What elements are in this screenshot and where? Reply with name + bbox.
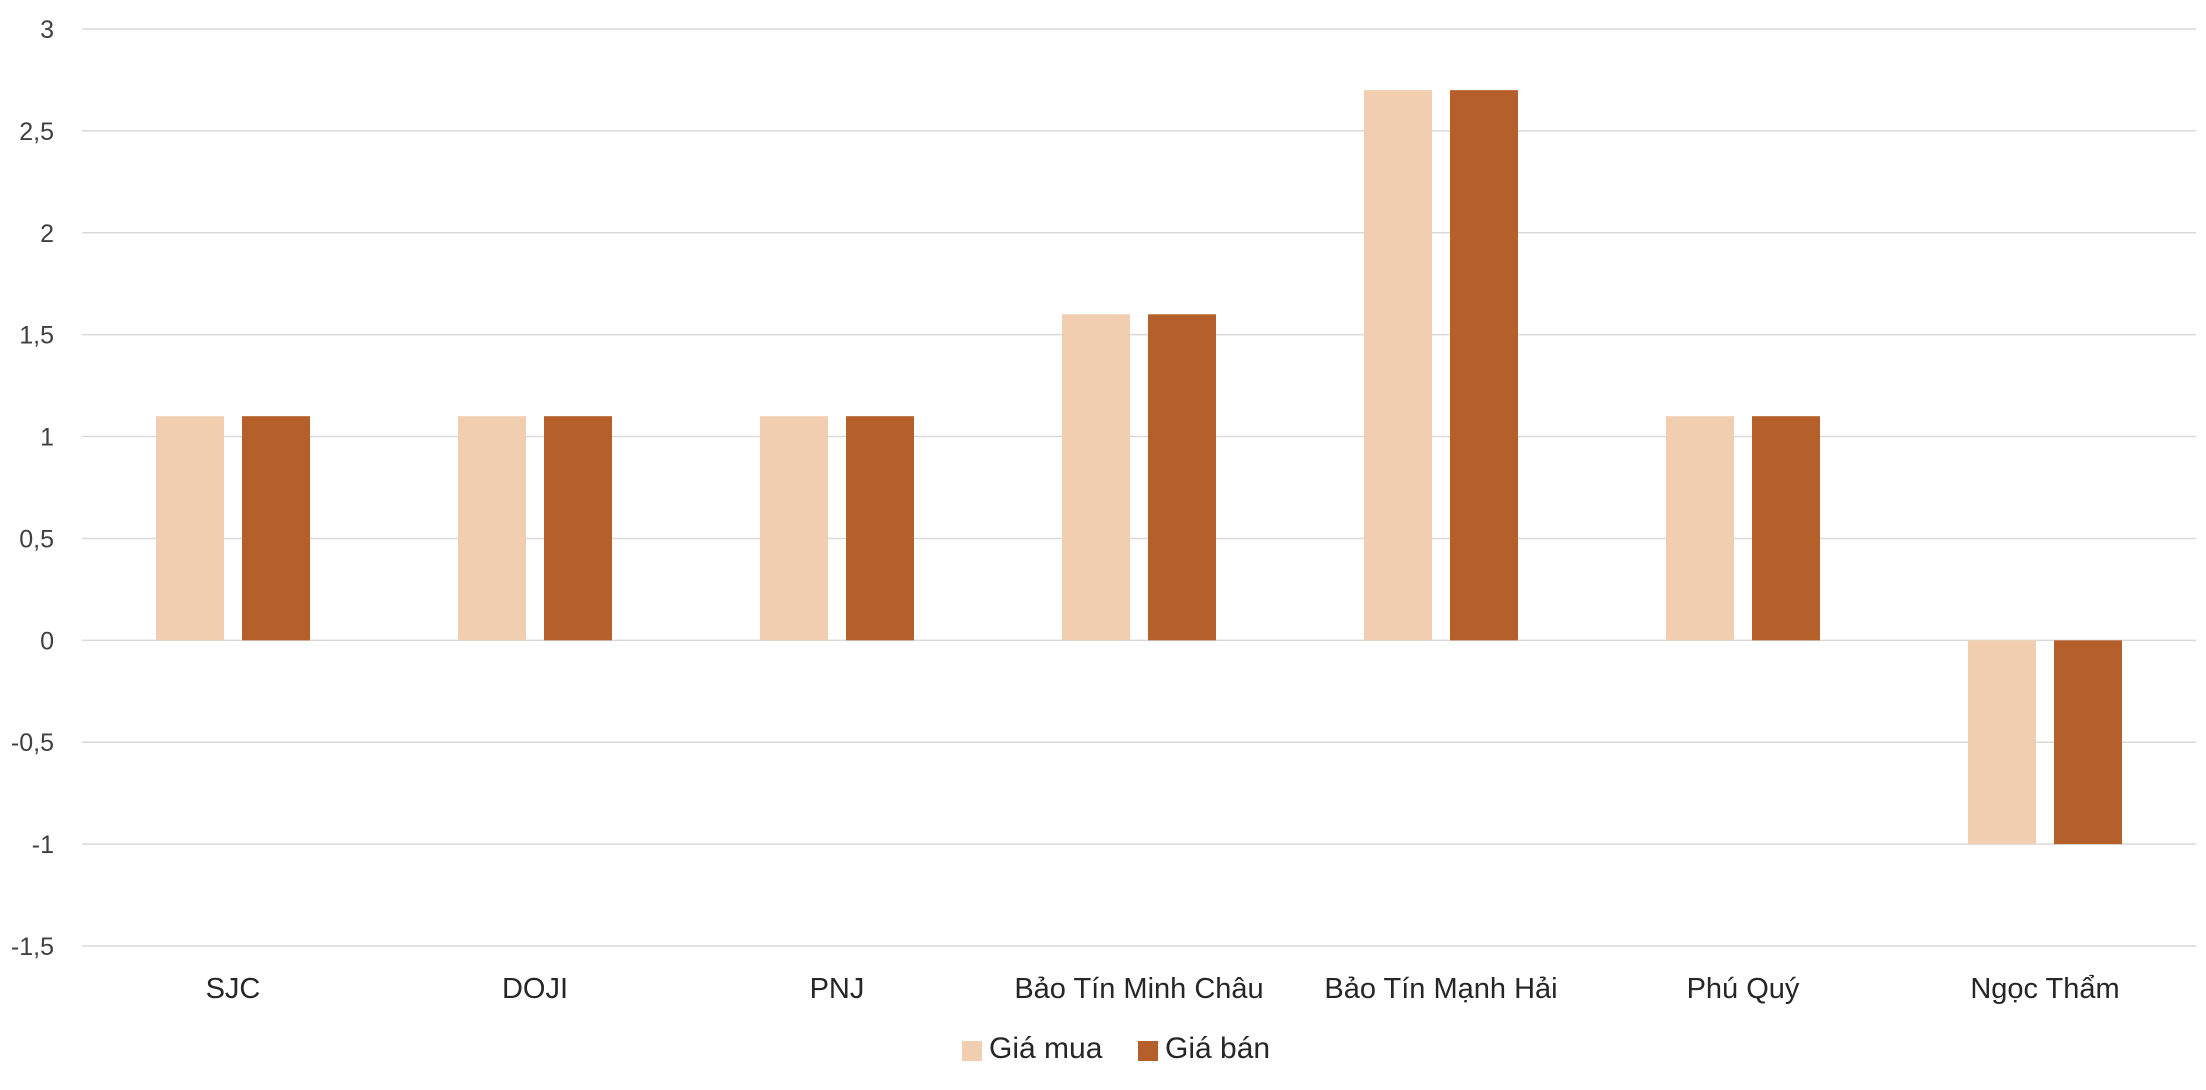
bar-gia-mua-5: [1666, 416, 1734, 641]
legend-swatch-gia-ban: [1138, 1041, 1158, 1061]
legend-label-gia-ban: Giá bán: [1165, 1032, 1270, 1065]
y-tick-label: -0,5: [11, 729, 54, 757]
y-tick-label: 3: [40, 16, 54, 44]
gridlines: [82, 28, 2196, 947]
bar-gia-ban-1: [544, 416, 612, 641]
y-tick-label: 1: [40, 424, 54, 452]
y-tick-label: 2: [40, 220, 54, 248]
x-category-label: Bảo Tín Minh Châu: [1014, 973, 1263, 1005]
x-category-label: PNJ: [810, 973, 865, 1005]
x-axis-category-labels: SJC DOJI PNJ Bảo Tín Minh Châu Bảo Tín Mạnh …: [206, 973, 2120, 1005]
y-tick-label: 0: [40, 627, 54, 655]
y-tick-label: 1,5: [19, 322, 54, 350]
bar-gia-ban-5: [1752, 416, 1820, 641]
bar-gia-mua-6: [1968, 640, 2036, 845]
y-tick-label: 0,5: [19, 525, 54, 553]
legend-label-gia-mua: Giá mua: [989, 1032, 1103, 1065]
x-category-label: SJC: [206, 973, 261, 1005]
x-category-label: Phú Quý: [1687, 973, 1800, 1005]
x-category-label: DOJI: [502, 973, 568, 1005]
legend-swatch-gia-mua: [962, 1041, 982, 1061]
bar-gia-ban-2: [846, 416, 914, 641]
x-category-label: Bảo Tín Mạnh Hải: [1324, 973, 1557, 1005]
bars: [156, 90, 2122, 845]
bar-gia-ban-3: [1148, 314, 1216, 641]
legend: Giá mua Giá bán: [962, 1032, 1270, 1065]
y-tick-label: -1,5: [11, 933, 54, 961]
bar-gia-mua-3: [1062, 314, 1130, 641]
y-axis-tick-labels: 3 2,5 2 1,5 1 0,5 0 -0,5 -1 -1,5: [11, 16, 54, 961]
bar-gia-mua-4: [1364, 90, 1432, 641]
x-category-label: Ngọc Thẩm: [1970, 973, 2119, 1005]
bar-gia-mua-0: [156, 416, 224, 641]
y-tick-label: 2,5: [19, 118, 54, 146]
bar-gia-ban-4: [1450, 90, 1518, 641]
bar-gia-mua-1: [458, 416, 526, 641]
bar-gia-ban-6: [2054, 640, 2122, 845]
bar-gia-ban-0: [242, 416, 310, 641]
y-tick-label: -1: [32, 831, 54, 859]
bar-gia-mua-2: [760, 416, 828, 641]
